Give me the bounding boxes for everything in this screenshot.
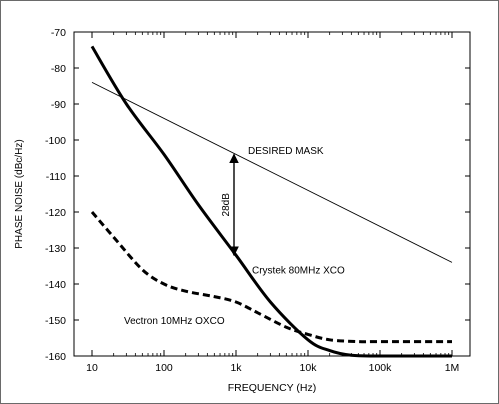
y-axis-ticks: -70 -80 -90 -100 -110 -120 -130 -140 -150 -160: [45, 27, 470, 363]
y-axis-label: PHASE NOISE (dBc/Hz): [14, 139, 25, 248]
x-tick-label: 100k: [369, 362, 393, 374]
series-vectron-10mhz-oxco: [90, 211, 452, 344]
y-tick-label: -120: [45, 207, 66, 219]
x-axis-label: FREQUENCY (Hz): [228, 382, 316, 394]
y-tick-label: -140: [45, 279, 66, 291]
annotation-desired-mask: DESIRED MASK: [248, 146, 324, 157]
series-crystek-80mhz-xco: [90, 45, 453, 358]
y-tick-label: -80: [51, 63, 66, 75]
plot-area: [73, 31, 471, 357]
y-tick-label: -100: [45, 135, 66, 147]
annotation-layer: DESIRED MASK 28dB Crystek 80MHz XCO Vectron…: [124, 146, 345, 327]
x-tick-label: 1M: [445, 362, 460, 374]
y-tick-label: -110: [46, 171, 66, 183]
y-tick-label: -90: [51, 99, 66, 111]
x-tick-label: 100: [155, 362, 173, 374]
y-tick-label: -70: [51, 27, 66, 39]
y-tick-label: -130: [45, 243, 66, 255]
series-layer: [90, 45, 453, 358]
x-tick-label: 1k: [230, 362, 242, 374]
x-tick-label: 10: [86, 362, 98, 374]
annotation-28db-label: 28dB: [221, 193, 232, 217]
annotation-vectron-label: Vectron 10MHz OXCO: [124, 316, 225, 327]
series-desired-mask: [91, 81, 453, 263]
y-tick-label: -160: [45, 351, 66, 363]
x-tick-label: 10k: [300, 362, 318, 374]
annotation-crystek-label: Crystek 80MHz XCO: [252, 266, 345, 277]
y-tick-label: -150: [45, 315, 66, 327]
x-axis-ticks: 10 100 1k 10k 100k 1M: [86, 32, 459, 374]
